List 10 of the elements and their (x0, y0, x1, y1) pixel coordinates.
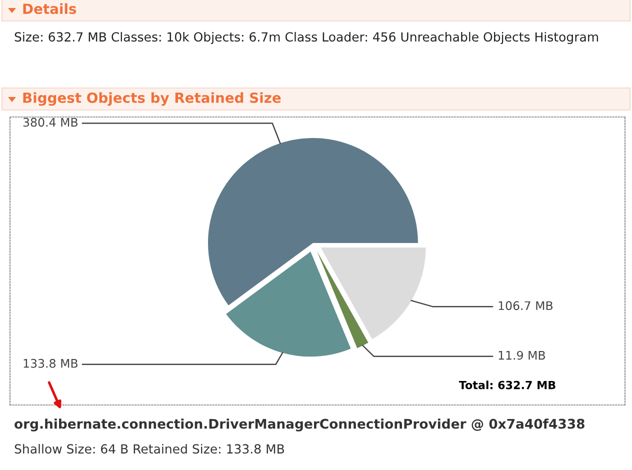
text: Total: 632.7 MB (458, 380, 556, 390)
data-label: 133.8 MB (24, 358, 78, 368)
text: Details (23, 3, 76, 14)
text: Size: 632.7 MB Classes: 10k Objects: 6.7m Class Loader: 456 Unreachable Objects Histogram (14, 32, 598, 44)
text: org.hibernate.connection.DriverManagerConnectionProvider @ 0x7a40f4338 (14, 418, 584, 432)
data-label: 380.4 MB (23, 118, 78, 127)
data-label: 106.7 MB (498, 301, 552, 310)
chart-title: Biggest Objects by Retained Size (23, 92, 281, 106)
data-label: 11.9 MB (498, 350, 545, 360)
text: Shallow Size: 64 B Retained Size: 133.8 MB (14, 444, 284, 454)
